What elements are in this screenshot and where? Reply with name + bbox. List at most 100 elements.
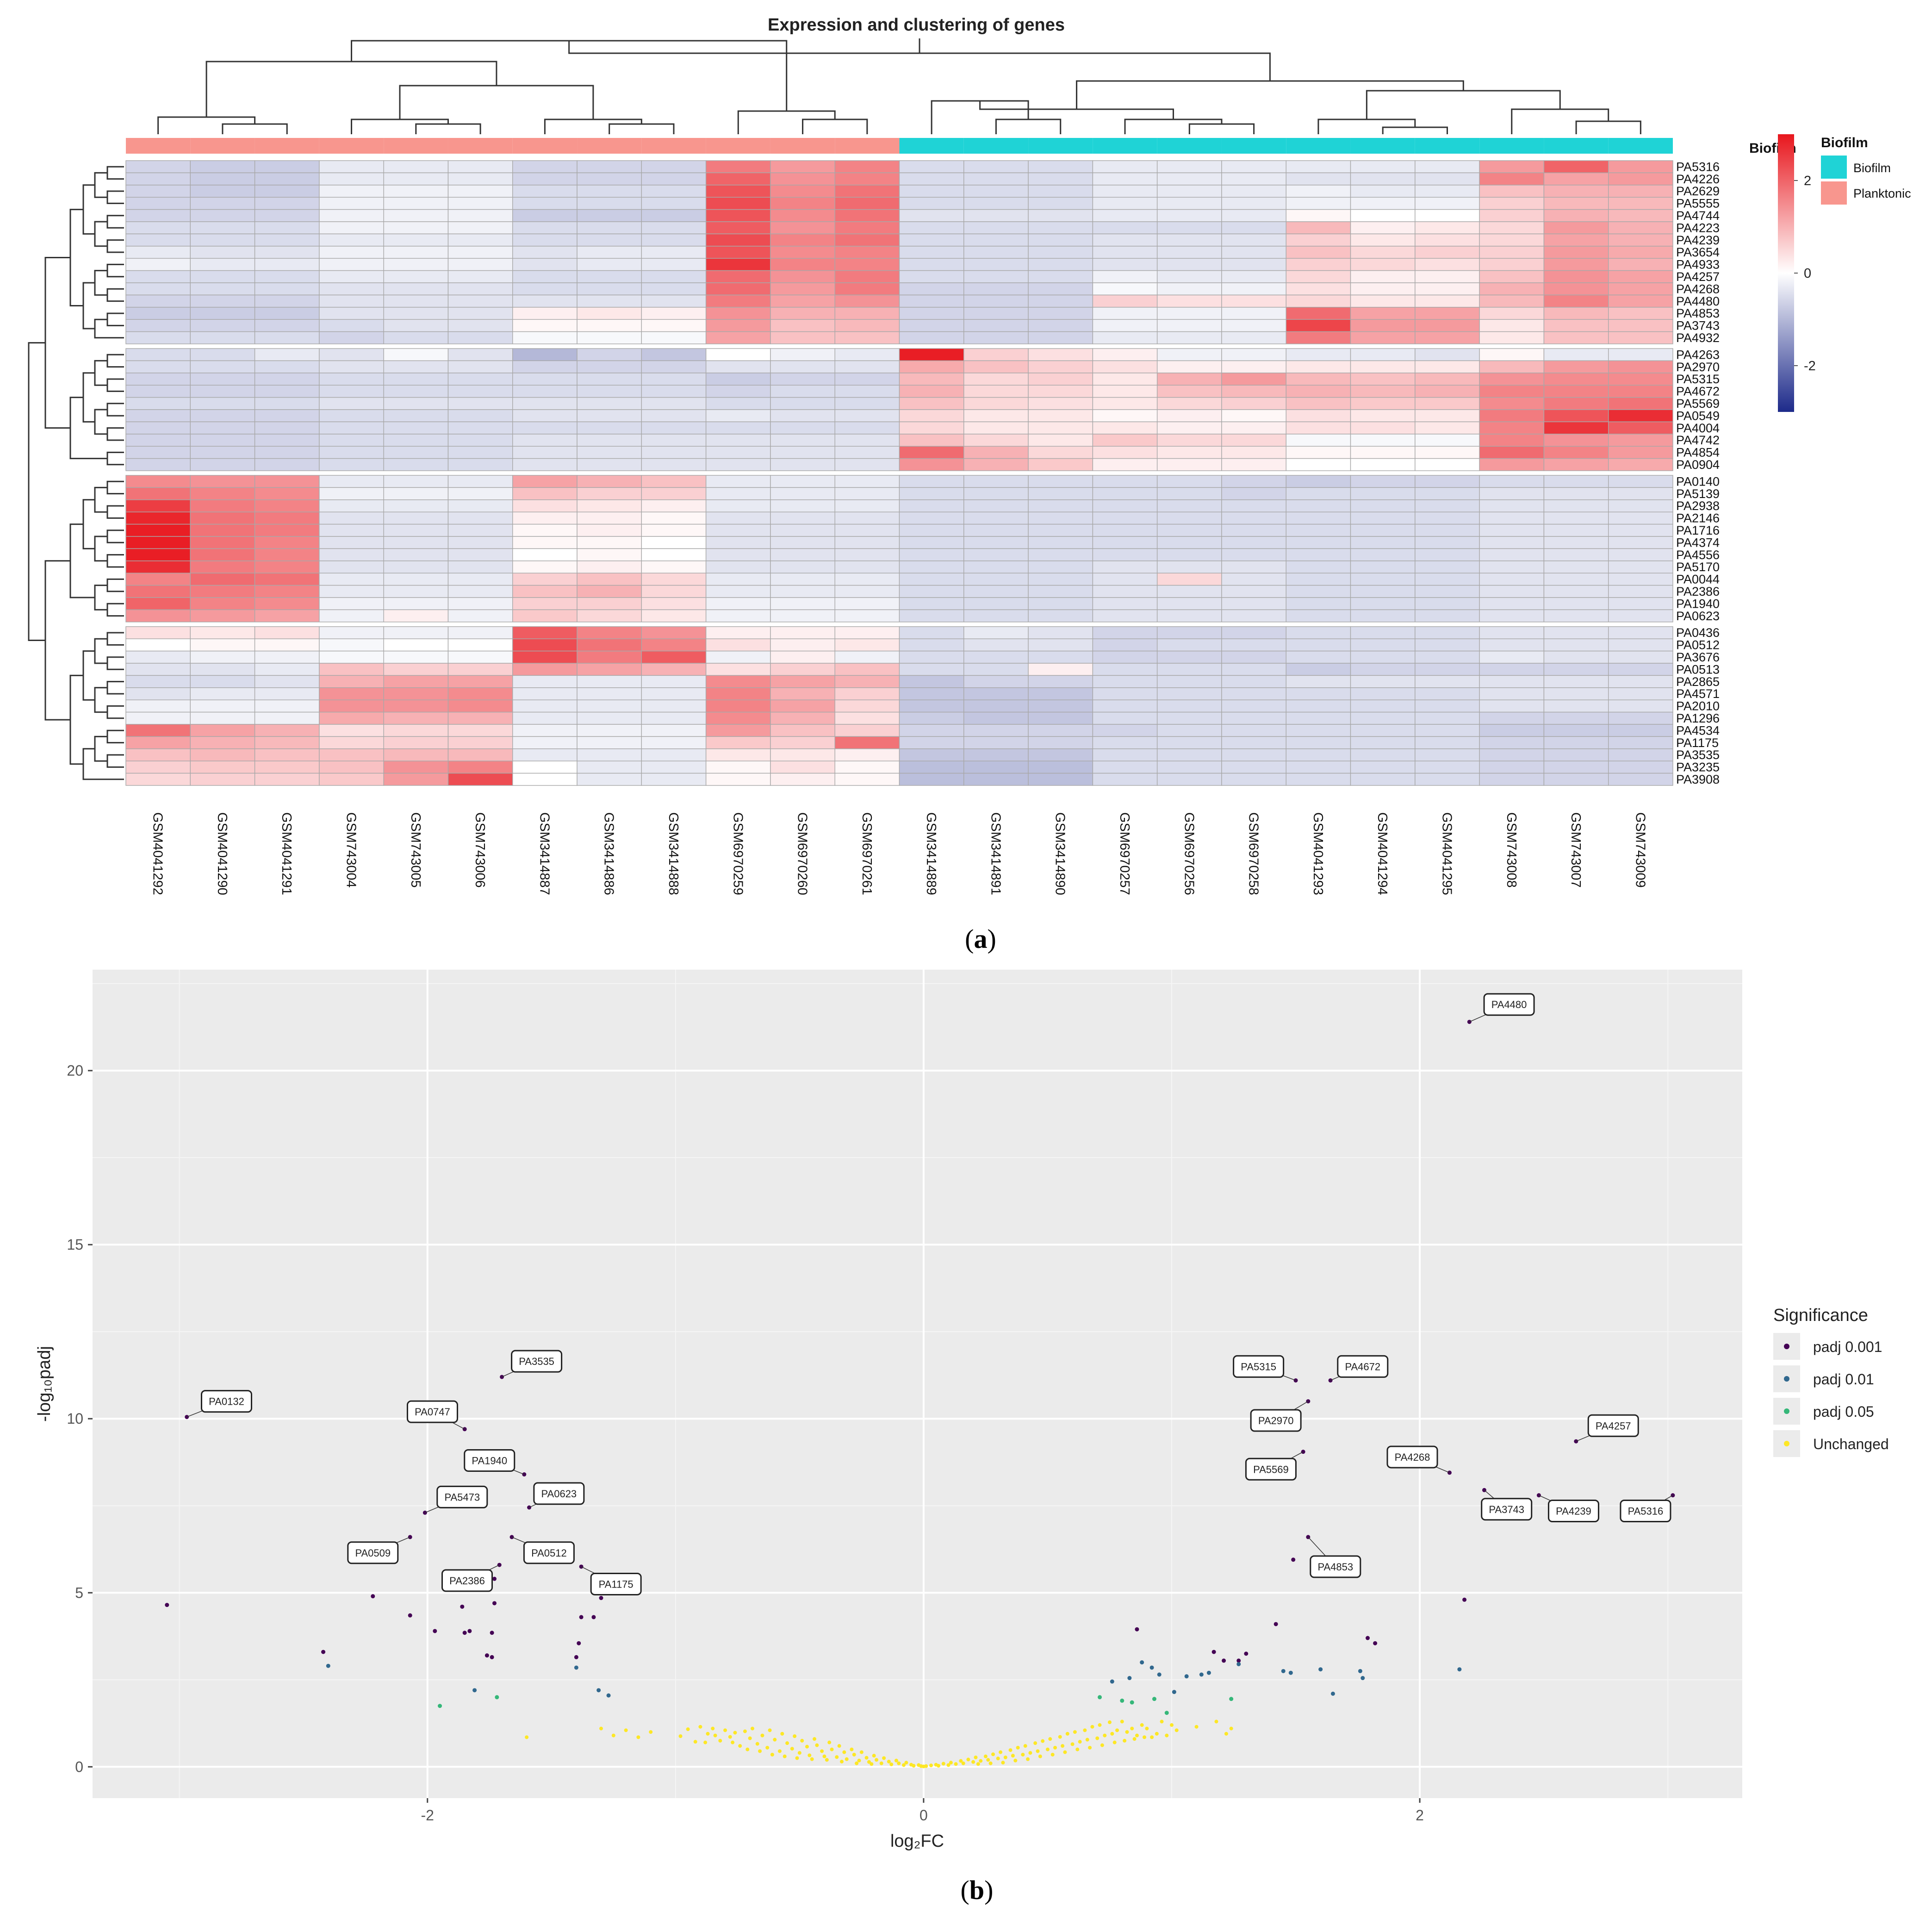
heatmap-cell [1028, 434, 1093, 447]
heatmap-cell [577, 385, 642, 398]
heatmap-cell [512, 487, 578, 500]
y-tick-label: 20 [67, 1062, 83, 1079]
heatmap-cell [1543, 597, 1609, 610]
heatmap-cell [1221, 434, 1286, 447]
gene-label: PA4257 [1676, 270, 1720, 284]
dendrogram-branch [28, 342, 45, 641]
gene-label: PA4480 [1676, 294, 1720, 308]
heatmap-cell [1608, 585, 1673, 598]
heatmap-cell [1350, 609, 1416, 623]
point-significant [408, 1613, 412, 1618]
heatmap-cell [1286, 160, 1351, 174]
heatmap-cell [1156, 270, 1222, 283]
heatmap-cell [834, 331, 900, 344]
heatmap-cell [512, 760, 578, 774]
heatmap-cell [1156, 736, 1222, 749]
heatmap-cell [1156, 434, 1222, 447]
gene-label: PA4853 [1676, 306, 1720, 320]
heatmap-cell [1608, 197, 1673, 210]
heatmap-cell [1092, 421, 1158, 435]
heatmap-cell [1608, 209, 1673, 222]
heatmap-cell [447, 331, 513, 344]
heatmap-cell [1156, 397, 1222, 410]
heatmap-cell [383, 736, 449, 749]
y-tick-label: 15 [67, 1236, 83, 1253]
point-unchanged [941, 1762, 945, 1766]
point-unchanged [1095, 1736, 1100, 1740]
heatmap-cell [770, 548, 835, 561]
heatmap-cell [963, 233, 1029, 247]
heatmap-cell [1028, 736, 1093, 749]
heatmap-cell [1543, 561, 1609, 573]
heatmap-cell [190, 573, 255, 586]
heatmap-cell [1156, 385, 1222, 398]
heatmap-cell [319, 246, 384, 259]
heatmap-cell [447, 294, 513, 308]
point-significant [1318, 1667, 1323, 1672]
heatmap-cell [705, 246, 771, 259]
point-significant [1288, 1670, 1293, 1675]
heatmap-cell [319, 711, 384, 725]
heatmap-cell [899, 675, 964, 688]
heatmap-cell [1221, 294, 1286, 308]
heatmap-cell [770, 270, 835, 283]
point-significant [1457, 1667, 1462, 1672]
point-significant [1184, 1674, 1189, 1679]
heatmap-cell [899, 385, 964, 398]
point-unchanged [879, 1761, 883, 1765]
gene-label: PA3535 [1676, 748, 1720, 762]
heatmap-cell [577, 724, 642, 737]
heatmap-cell [1092, 626, 1158, 639]
heatmap-cell [447, 475, 513, 488]
heatmap-cell [1221, 585, 1286, 598]
heatmap-cell [705, 699, 771, 713]
heatmap-cell [1543, 209, 1609, 222]
heatmap-cell [1028, 687, 1093, 700]
panel-label-a: (a) [965, 924, 996, 954]
dendrogram-branch [106, 754, 124, 768]
heatmap-cell [1415, 294, 1480, 308]
point-significant [1373, 1641, 1378, 1645]
heatmap-cell [1028, 638, 1093, 652]
heatmap-cell [1286, 385, 1351, 398]
point-unchanged [1008, 1748, 1013, 1752]
heatmap-cell [834, 573, 900, 586]
heatmap-cell [319, 573, 384, 586]
heatmap-cell [319, 307, 384, 320]
heatmap-cell [319, 523, 384, 537]
heatmap-cell [190, 499, 255, 512]
point-unchanged [887, 1760, 891, 1764]
heatmap-cell [1543, 736, 1609, 749]
gene-label: PA2386 [1676, 585, 1720, 598]
heatmap-cell [963, 536, 1029, 549]
color-scale-bar [1778, 134, 1794, 412]
scale-tick-label: 2 [1804, 174, 1811, 188]
heatmap-cell [1608, 458, 1673, 471]
heatmap-cell [899, 172, 964, 186]
point-unchanged [1003, 1756, 1007, 1760]
gene-label-text: PA0509 [355, 1547, 391, 1559]
point-unchanged [1125, 1730, 1129, 1734]
heatmap-cell [1092, 233, 1158, 247]
heatmap-cell [1221, 197, 1286, 210]
heatmap-cell [705, 561, 771, 573]
dendrogram-branch [222, 123, 288, 134]
heatmap-cell [254, 233, 320, 247]
heatmap-cell [125, 360, 191, 374]
heatmap-cell [1415, 434, 1480, 447]
heatmap-cell [1415, 458, 1480, 471]
heatmap-cell [1543, 772, 1609, 786]
heatmap-cell [1092, 185, 1158, 198]
heatmap-cell [1608, 294, 1673, 308]
annotation-cell [255, 138, 319, 154]
heatmap-cell [705, 233, 771, 247]
heatmap-cell [1543, 294, 1609, 308]
heatmap-cell [1543, 475, 1609, 488]
heatmap-cell [125, 246, 191, 259]
point-unchanged [971, 1760, 975, 1764]
heatmap-cell [1415, 638, 1480, 652]
point-unchanged [738, 1744, 742, 1748]
heatmap-cell [1286, 421, 1351, 435]
sample-label: GSM4041292 [150, 812, 165, 895]
heatmap-cell [641, 609, 707, 623]
